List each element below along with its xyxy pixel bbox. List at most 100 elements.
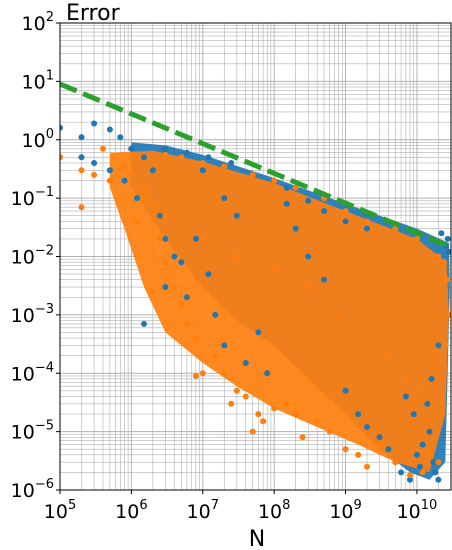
data-point <box>192 372 199 379</box>
data-clouds <box>109 142 450 480</box>
data-point <box>410 411 417 418</box>
data-point <box>199 235 206 242</box>
data-point <box>162 259 169 266</box>
data-point <box>134 195 140 202</box>
data-point <box>342 218 349 225</box>
data-point <box>178 301 185 308</box>
data-point <box>364 225 370 232</box>
data-point <box>419 387 426 394</box>
data-point <box>428 375 435 382</box>
y-tick-label: 100 <box>22 127 54 152</box>
data-point <box>192 335 199 342</box>
data-point <box>426 428 433 435</box>
data-point <box>342 208 349 215</box>
data-point <box>221 163 228 170</box>
data-point <box>260 418 267 425</box>
data-point <box>100 145 106 152</box>
data-point <box>435 476 442 483</box>
data-point <box>233 387 240 394</box>
data-point <box>413 451 420 458</box>
data-point <box>205 271 212 278</box>
data-point <box>441 259 448 266</box>
data-point <box>91 171 98 178</box>
data-point <box>91 120 98 127</box>
data-point <box>106 167 113 174</box>
data-point <box>183 294 190 301</box>
data-point <box>444 235 451 242</box>
data-point <box>376 434 383 441</box>
data-point <box>292 184 299 191</box>
data-point <box>355 411 362 418</box>
data-point <box>162 212 169 219</box>
data-point <box>255 411 262 418</box>
data-point <box>242 393 249 400</box>
data-point <box>376 441 383 448</box>
data-point <box>255 329 262 336</box>
reference-line <box>60 81 451 250</box>
data-point <box>342 387 349 394</box>
data-point <box>392 459 399 466</box>
data-point <box>271 405 278 412</box>
y-tick-label: 10−4 <box>11 360 54 385</box>
y-tick-label: 101 <box>22 68 54 93</box>
data-point <box>199 370 206 377</box>
data-point <box>183 149 190 156</box>
data-point <box>283 400 290 407</box>
data-point <box>233 212 240 219</box>
x-axis-label: N <box>249 527 265 550</box>
data-point <box>212 352 219 359</box>
data-point <box>212 311 219 318</box>
data-point <box>162 151 169 158</box>
data-point <box>271 266 278 273</box>
data-point <box>78 134 85 141</box>
data-point <box>78 154 85 161</box>
data-point <box>162 284 169 290</box>
x-tick-labels: 105 106 107 108 109 1010 <box>44 490 438 523</box>
data-point <box>271 177 278 184</box>
data-point <box>402 375 409 382</box>
data-point <box>242 360 249 366</box>
data-point <box>407 472 413 479</box>
x-tick-label: 1010 <box>397 498 438 523</box>
data-point <box>413 235 420 242</box>
data-point <box>321 208 328 215</box>
data-point <box>178 259 185 266</box>
x-tick-label: 107 <box>187 498 219 523</box>
data-point <box>228 160 235 166</box>
data-point <box>283 200 290 207</box>
data-point <box>435 459 442 466</box>
data-point <box>426 451 433 458</box>
data-point <box>171 284 178 290</box>
data-point <box>364 424 370 430</box>
data-point <box>78 204 85 211</box>
data-point <box>134 218 140 225</box>
data-point <box>402 393 409 400</box>
data-point <box>305 253 312 260</box>
data-point <box>106 126 113 133</box>
orange-cloud <box>109 150 449 473</box>
data-point <box>121 163 128 170</box>
data-point <box>149 288 156 295</box>
data-point <box>178 154 185 161</box>
data-point <box>419 441 426 448</box>
data-point <box>149 167 156 174</box>
data-point <box>141 184 147 191</box>
data-point <box>149 200 156 207</box>
x-tick-label: 105 <box>44 498 76 523</box>
data-point <box>321 276 328 283</box>
reference-slope-line <box>60 81 451 250</box>
data-point <box>249 171 256 178</box>
data-point <box>435 342 442 349</box>
data-point <box>326 428 333 435</box>
data-point <box>221 370 228 377</box>
data-point <box>419 469 426 476</box>
series-orange <box>60 145 451 479</box>
data-point <box>442 342 449 349</box>
data-point <box>364 463 370 470</box>
data-point <box>385 352 392 359</box>
data-point <box>432 469 439 476</box>
data-point <box>364 218 370 225</box>
data-point <box>342 446 349 453</box>
data-point <box>60 124 63 131</box>
